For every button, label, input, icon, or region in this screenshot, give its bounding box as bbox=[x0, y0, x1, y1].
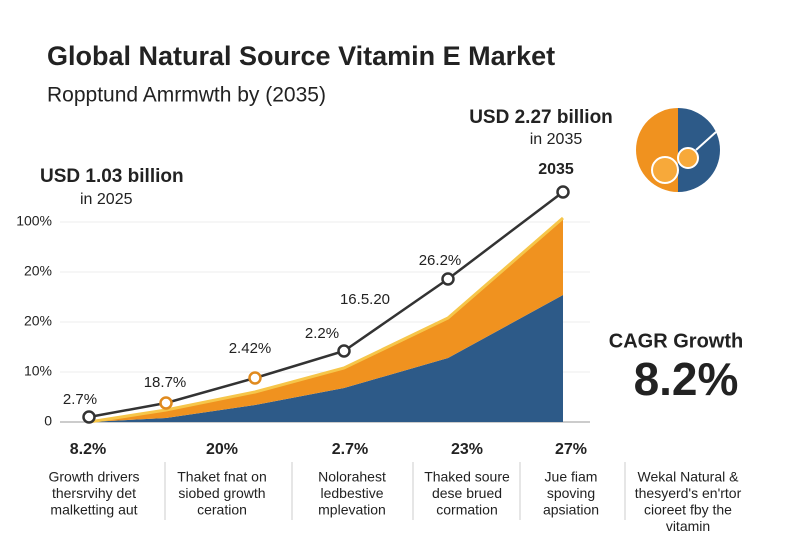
y-axis-label: 20% bbox=[24, 263, 52, 279]
point bbox=[337, 344, 351, 358]
point-label: 2.42% bbox=[229, 340, 272, 357]
point-label: 16.5.20 bbox=[340, 291, 390, 308]
chart-title: Global Natural Source Vitamin E Market bbox=[47, 41, 555, 71]
point bbox=[82, 410, 96, 424]
icon-bubble bbox=[677, 147, 699, 169]
icon-line bbox=[695, 131, 717, 151]
separators bbox=[164, 462, 626, 520]
description: ledbestive bbox=[320, 485, 383, 501]
line bbox=[88, 191, 564, 419]
cagr-value: 8.2% bbox=[634, 353, 739, 405]
point bbox=[441, 272, 455, 286]
description: mplevation bbox=[318, 502, 386, 518]
stat: 8.2% bbox=[70, 441, 106, 458]
point bbox=[556, 185, 570, 199]
icon-half bbox=[678, 108, 720, 192]
vitamin-icon bbox=[636, 108, 720, 192]
description: spoving bbox=[547, 485, 595, 501]
point-label: 2.7% bbox=[63, 391, 97, 408]
description: malketting aut bbox=[50, 502, 137, 518]
description: thesyerd's en'rtor bbox=[635, 485, 742, 501]
description: Growth drivers bbox=[48, 469, 139, 485]
area bbox=[89, 295, 563, 422]
area-edge bbox=[88, 216, 564, 424]
stat: 27% bbox=[555, 441, 587, 458]
description: cioreet fby the bbox=[644, 502, 732, 518]
start-value: USD 1.03 billion bbox=[40, 166, 184, 187]
point-label: 2.2% bbox=[305, 325, 339, 342]
point bbox=[159, 396, 173, 410]
description: ceration bbox=[197, 502, 247, 518]
description: thersrvihy det bbox=[52, 485, 136, 501]
description: Nolorahest bbox=[318, 469, 386, 485]
point-label: 26.2% bbox=[419, 252, 462, 269]
cagr-label: CAGR Growth bbox=[609, 330, 743, 352]
description: apsiation bbox=[543, 502, 599, 518]
description: dese brued bbox=[432, 485, 502, 501]
end-label: 2035 bbox=[538, 161, 574, 178]
description: siobed growth bbox=[178, 485, 265, 501]
stat: 2.7% bbox=[332, 441, 368, 458]
point bbox=[248, 371, 262, 385]
area bbox=[89, 218, 563, 422]
description: Thaked soure bbox=[424, 469, 510, 485]
y-axis-label: 20% bbox=[24, 313, 52, 329]
start-year: in 2025 bbox=[80, 191, 133, 208]
description: Jue fiam bbox=[545, 469, 598, 485]
y-axis-label: 10% bbox=[24, 363, 52, 379]
point-label: 18.7% bbox=[144, 374, 187, 391]
description: Wekal Natural & bbox=[638, 469, 740, 485]
chart-subtitle: Ropptund Amrmwth by (2035) bbox=[47, 84, 326, 107]
description: vitamin bbox=[666, 518, 710, 534]
icon-bubble bbox=[651, 156, 679, 184]
y-axis-label: 0 bbox=[44, 413, 52, 429]
stat: 20% bbox=[206, 441, 238, 458]
end-year: in 2035 bbox=[530, 131, 583, 148]
description: cormation bbox=[436, 502, 497, 518]
y-axis-label: 100% bbox=[16, 213, 52, 229]
stat: 23% bbox=[451, 441, 483, 458]
description: Thaket fnat on bbox=[177, 469, 267, 485]
end-value: USD 2.27 billion bbox=[469, 107, 613, 128]
